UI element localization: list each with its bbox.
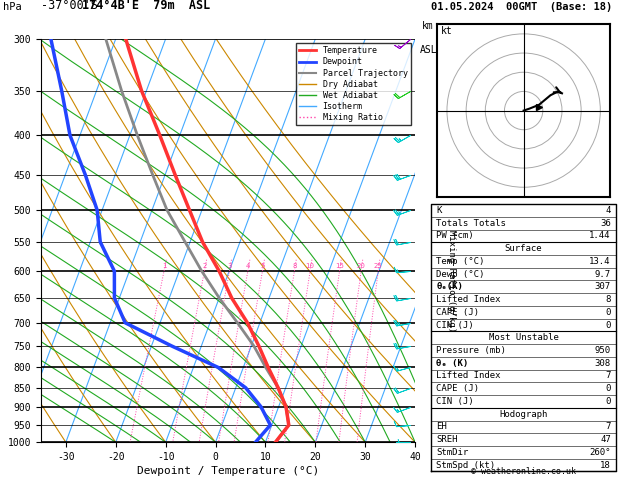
- Text: 307: 307: [595, 282, 611, 291]
- Text: 8: 8: [606, 295, 611, 304]
- Text: SREH: SREH: [437, 435, 458, 444]
- Text: Temp (°C): Temp (°C): [437, 257, 485, 266]
- Text: Surface: Surface: [505, 244, 542, 253]
- Text: 18: 18: [600, 461, 611, 469]
- Text: θₑ (K): θₑ (K): [437, 359, 469, 368]
- Text: CIN (J): CIN (J): [437, 397, 474, 406]
- Text: 15: 15: [335, 263, 344, 269]
- Text: ASL: ASL: [420, 45, 437, 55]
- Text: hPa: hPa: [3, 2, 22, 12]
- Text: 308: 308: [595, 359, 611, 368]
- Text: 260°: 260°: [589, 448, 611, 457]
- Text: 36: 36: [600, 219, 611, 228]
- Text: 4: 4: [606, 206, 611, 215]
- Text: © weatheronline.co.uk: © weatheronline.co.uk: [471, 467, 576, 476]
- Text: K: K: [437, 206, 442, 215]
- Text: -37°00'S: -37°00'S: [41, 0, 112, 12]
- Text: Most Unstable: Most Unstable: [489, 333, 559, 342]
- Text: km: km: [422, 21, 434, 31]
- Legend: Temperature, Dewpoint, Parcel Trajectory, Dry Adiabat, Wet Adiabat, Isotherm, Mi: Temperature, Dewpoint, Parcel Trajectory…: [296, 43, 411, 125]
- Text: 2: 2: [203, 263, 206, 269]
- Text: 1: 1: [162, 263, 166, 269]
- Text: CAPE (J): CAPE (J): [437, 384, 479, 393]
- Text: 7: 7: [606, 371, 611, 381]
- Text: 25: 25: [374, 263, 382, 269]
- Text: θₑ(K): θₑ(K): [437, 282, 464, 291]
- Text: StmSpd (kt): StmSpd (kt): [437, 461, 496, 469]
- Y-axis label: hPa: hPa: [0, 230, 2, 251]
- Text: 1.44: 1.44: [589, 231, 611, 241]
- Text: 7: 7: [606, 422, 611, 432]
- Text: Hodograph: Hodograph: [499, 410, 548, 418]
- Text: 10: 10: [306, 263, 314, 269]
- Text: 47: 47: [600, 435, 611, 444]
- Text: 13.4: 13.4: [589, 257, 611, 266]
- Text: 950: 950: [595, 346, 611, 355]
- Text: 0: 0: [606, 308, 611, 317]
- Text: Totals Totals: Totals Totals: [437, 219, 506, 228]
- Text: 5: 5: [260, 263, 265, 269]
- Text: 8: 8: [292, 263, 297, 269]
- X-axis label: Dewpoint / Temperature (°C): Dewpoint / Temperature (°C): [137, 466, 319, 476]
- Text: EH: EH: [437, 422, 447, 432]
- Text: CAPE (J): CAPE (J): [437, 308, 479, 317]
- Text: 01.05.2024  00GMT  (Base: 18): 01.05.2024 00GMT (Base: 18): [431, 2, 612, 12]
- Text: StmDir: StmDir: [437, 448, 469, 457]
- Text: 0: 0: [606, 384, 611, 393]
- Text: 4: 4: [245, 263, 250, 269]
- Text: Lifted Index: Lifted Index: [437, 295, 501, 304]
- Text: 174°4B'E  79m  ASL: 174°4B'E 79m ASL: [82, 0, 210, 12]
- Text: 20: 20: [357, 263, 365, 269]
- Text: PW (cm): PW (cm): [437, 231, 474, 241]
- Text: Dewp (°C): Dewp (°C): [437, 270, 485, 278]
- Text: 0: 0: [606, 321, 611, 330]
- Text: 3: 3: [227, 263, 231, 269]
- Text: Mixing Ratio (g/kg): Mixing Ratio (g/kg): [447, 230, 456, 332]
- Text: 0: 0: [606, 397, 611, 406]
- Text: Pressure (mb): Pressure (mb): [437, 346, 506, 355]
- Text: Lifted Index: Lifted Index: [437, 371, 501, 381]
- Text: CIN (J): CIN (J): [437, 321, 474, 330]
- Text: kt: kt: [441, 26, 453, 36]
- Text: 9.7: 9.7: [595, 270, 611, 278]
